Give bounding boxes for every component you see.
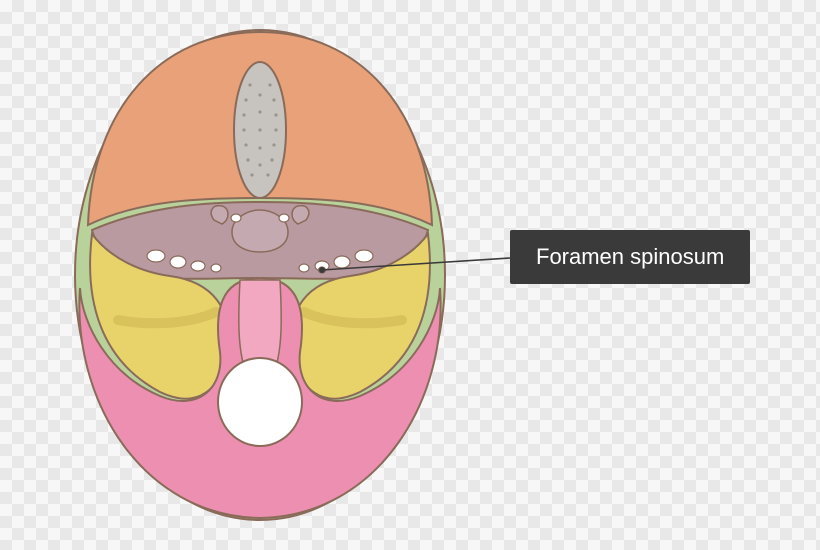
callout-label: Foramen spinosum xyxy=(510,230,750,284)
foramen-magnum xyxy=(218,358,302,446)
diagram-stage: Foramen spinosum xyxy=(0,0,820,550)
callout-target-dot xyxy=(319,267,325,273)
clivus xyxy=(239,280,281,366)
